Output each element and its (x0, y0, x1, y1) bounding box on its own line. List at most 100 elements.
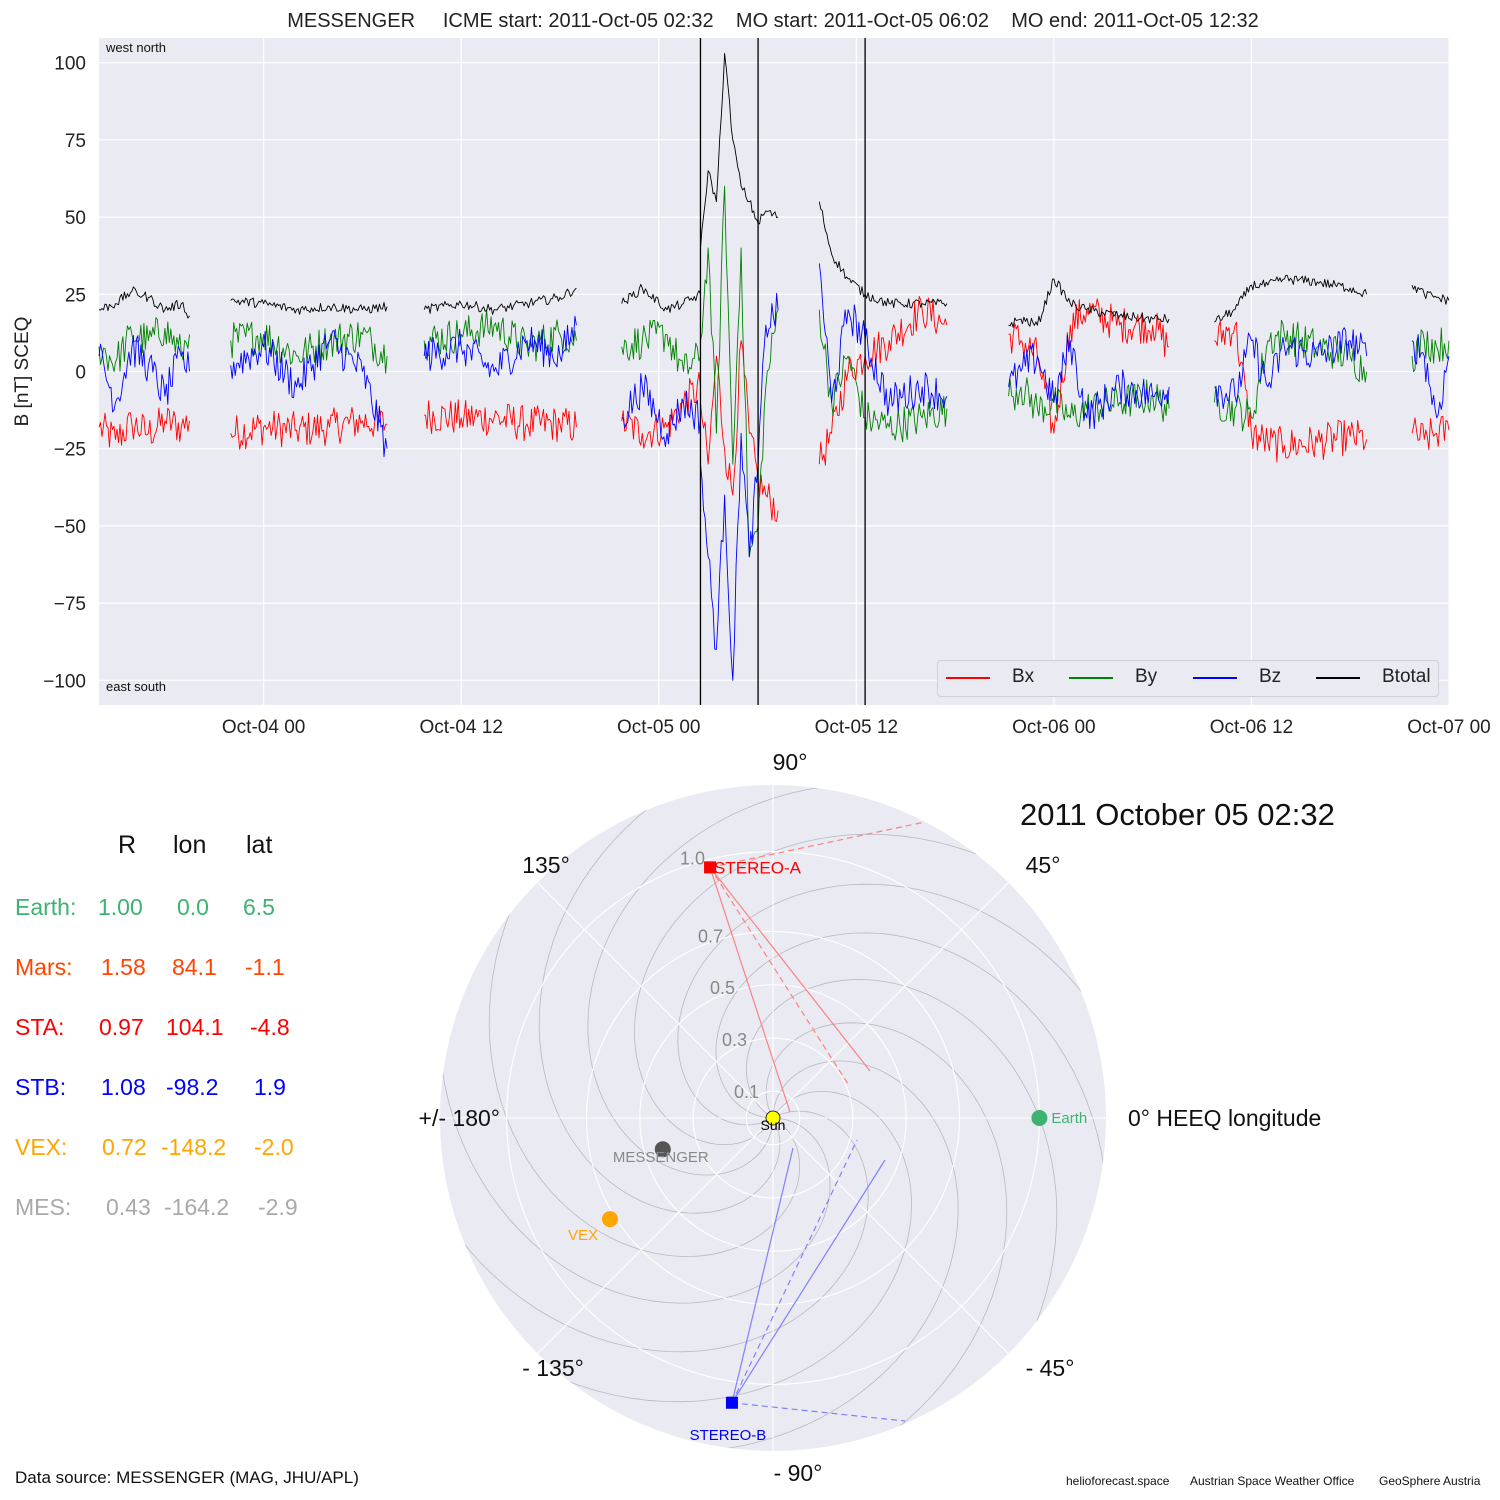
x-tick-label: Oct-07 00 (1407, 717, 1490, 738)
data-source-note: Data source: MESSENGER (MAG, JHU/APL) (15, 1468, 359, 1487)
y-tick-label: −75 (54, 594, 86, 615)
table-row-earth-r: 1.00 (98, 894, 143, 920)
series-line-btotal (98, 286, 190, 319)
table-row-mars-r: 1.58 (101, 954, 146, 980)
table-row-vex-r: 0.72 (102, 1134, 147, 1160)
angle-label: 45° (1026, 852, 1061, 878)
spiral-line (440, 1110, 869, 1353)
series-line-bz (98, 335, 190, 413)
magnetic-field-timeseries: 100 75 50 25 0 −25 −50 −75 −100 Oct-04 00 Oct-04 1… (12, 38, 1491, 738)
angular-gridline (537, 882, 774, 1119)
marker-stereo-a (704, 861, 717, 874)
y-axis-label: B [nT] SCEQ (12, 317, 33, 427)
angle-label: +/- 180° (419, 1105, 500, 1131)
label-sun: Sun (761, 1117, 786, 1133)
sta-fov-solid (709, 867, 871, 1072)
angular-gridline (537, 1117, 774, 1354)
series-line-by (230, 321, 388, 374)
series-line-bx (818, 295, 948, 466)
angular-gridline (772, 882, 1009, 1119)
series-line-btotal (621, 283, 701, 313)
x-tick-label: Oct-05 00 (617, 717, 700, 738)
y-tick-label: −100 (43, 671, 86, 692)
marker-messenger (654, 1141, 671, 1158)
series-line-btotal (1214, 274, 1368, 323)
table-row-sta-name: STA: (15, 1014, 65, 1040)
title-mo-end: MO end: 2011-Oct-05 12:32 (1011, 10, 1259, 32)
x-tick-label: Oct-05 12 (815, 717, 898, 738)
series-line-bz (700, 292, 779, 681)
series-line-bx (1214, 320, 1368, 463)
angular-gridline (772, 1117, 1009, 1354)
y-tick-label: 0 (75, 363, 86, 384)
angle-label: - 135° (522, 1355, 584, 1381)
marker-sun (765, 1110, 781, 1126)
series-line-by (1213, 319, 1368, 432)
credit-helioforecast: helioforecast.space (1066, 1474, 1170, 1488)
sta-line-sun (709, 867, 791, 1113)
table-row-vex-lat: -2.0 (254, 1134, 294, 1160)
table-row-mes-name: MES: (15, 1194, 72, 1220)
table-header-lon: lon (173, 831, 207, 859)
legend-swatch-btotal (1316, 677, 1360, 679)
table-row-mes-lon: -164.2 (164, 1194, 230, 1220)
radial-tick-label: 0.3 (722, 1030, 747, 1050)
stb-fov-edge-dashed (731, 1402, 906, 1422)
table-row-earth-lon: 0.0 (177, 894, 209, 920)
spiral-line (634, 833, 1051, 1145)
table-header-lat: lat (246, 831, 273, 859)
y-tick-label: 75 (65, 131, 86, 152)
label-stereo-b: STEREO-B (690, 1427, 767, 1444)
series-line-bz (230, 330, 388, 458)
polar-date-label: 2011 October 05 02:32 (1020, 797, 1335, 832)
series-line-bz (1008, 334, 1170, 430)
legend-swatch-bx (946, 677, 990, 679)
x-tick-label: Oct-06 00 (1012, 717, 1095, 738)
marker-earth (1031, 1110, 1048, 1126)
series-line-btotal (700, 52, 779, 249)
series-line-btotal (818, 201, 948, 309)
legend-label-btotal: Btotal (1382, 666, 1431, 687)
spiral-line (765, 1022, 1008, 1451)
angle-label: 90° (773, 749, 808, 775)
table-row-stb-lon: -98.2 (166, 1074, 219, 1100)
table-row-vex-name: VEX: (15, 1134, 68, 1160)
title-mo-start: MO start: 2011-Oct-05 06:02 (735, 10, 989, 32)
spiral-line (488, 840, 800, 1257)
series-line-bz (1214, 327, 1368, 410)
credit-aswo: Austrian Space Weather Office (1190, 1474, 1355, 1488)
y-tick-label: 25 (65, 285, 86, 306)
table-row-stb-r: 1.08 (101, 1074, 146, 1100)
x-tick-label: Oct-04 00 (222, 717, 305, 738)
corner-label-east-south: east south (106, 679, 166, 694)
table-row-vex-lon: -148.2 (161, 1134, 227, 1160)
timeseries-legend: Bx By Bz Btotal (937, 660, 1439, 697)
series-line-bz (1411, 334, 1450, 419)
radial-tick-label: 0.5 (710, 978, 735, 998)
label-vex: VEX (568, 1227, 598, 1244)
marker-vex (601, 1211, 618, 1228)
angle-label: - 90° (774, 1460, 823, 1486)
series-line-btotal (423, 287, 577, 315)
chart-title: MESSENGER ICME start: 2011-Oct-05 02:32 … (0, 10, 1500, 33)
spiral-line (538, 785, 781, 1214)
legend-swatch-bz (1193, 677, 1237, 679)
stb-fov-solid (731, 1159, 886, 1404)
spiral-line (677, 883, 1106, 1126)
sta-fov-edge-dashed (709, 821, 926, 868)
spiral-line (587, 785, 901, 1176)
x-tick-label: Oct-06 12 (1210, 717, 1293, 738)
series-line-by (423, 309, 577, 362)
spiral-line (495, 1091, 912, 1403)
series-line-by (700, 185, 779, 558)
table-row-mes-r: 0.43 (106, 1194, 151, 1220)
table-row-mars-name: Mars: (15, 954, 73, 980)
spiral-line (746, 979, 1058, 1396)
marker-stereo-b (725, 1396, 738, 1409)
table-header-r: R (118, 831, 137, 859)
table-row-earth-lat: 6.5 (243, 894, 275, 920)
x-tick-label: Oct-04 12 (419, 717, 502, 738)
table-row-mes-lat: -2.9 (258, 1194, 298, 1220)
series-line-by (98, 317, 190, 373)
series-line-by (621, 319, 701, 375)
